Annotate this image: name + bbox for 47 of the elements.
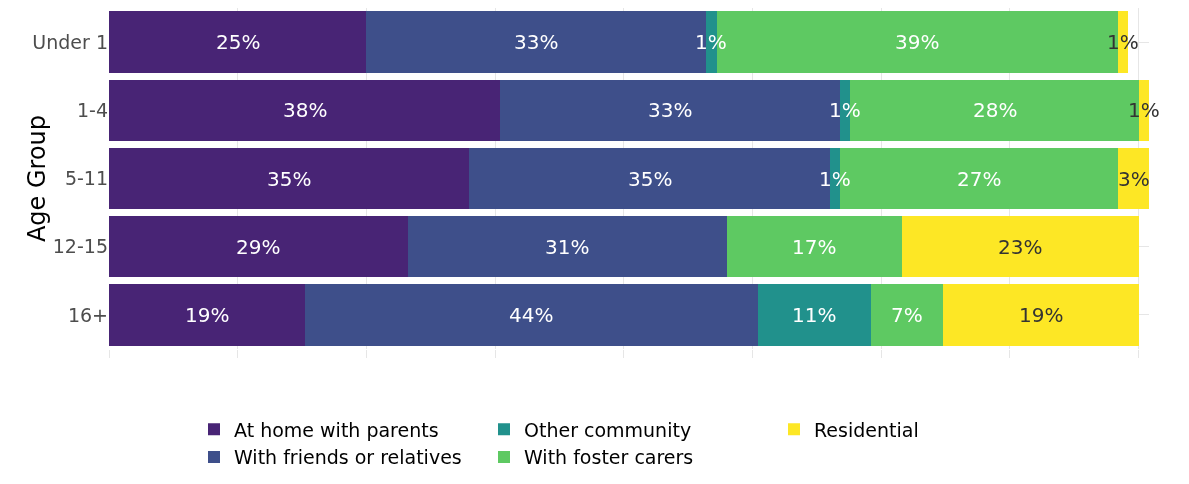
data-label: 17% — [792, 235, 837, 259]
y-tick-label: Under 1 — [32, 30, 108, 53]
data-label: 1% — [819, 167, 851, 191]
y-tick-label: 5-11 — [64, 167, 108, 190]
legend-label: At home with parents — [234, 418, 439, 441]
data-label: 28% — [973, 98, 1018, 122]
data-label: 1% — [1128, 98, 1160, 122]
data-label: 38% — [283, 98, 328, 122]
bar — [109, 79, 501, 141]
bar — [726, 216, 902, 278]
bar — [407, 216, 727, 278]
bar — [304, 284, 758, 346]
y-axis-title: Age Group — [22, 114, 51, 243]
data-label: 1% — [1107, 30, 1139, 54]
data-label: 19% — [1019, 303, 1064, 327]
bar — [109, 216, 408, 278]
legend-label: Other community — [524, 418, 692, 441]
data-label: 35% — [628, 167, 673, 191]
data-label: 27% — [957, 167, 1002, 191]
bar — [757, 284, 871, 346]
data-label: 35% — [267, 167, 312, 191]
data-label: 3% — [1118, 167, 1150, 191]
data-label: 33% — [514, 30, 559, 54]
legend-label: With foster carers — [524, 446, 694, 469]
y-tick-label: 12-15 — [52, 235, 108, 258]
bar — [109, 284, 305, 346]
data-label: 44% — [509, 303, 554, 327]
legend-label: Residential — [814, 418, 919, 441]
bar — [901, 216, 1139, 278]
y-tick-label: 16+ — [67, 303, 108, 326]
data-label: 23% — [998, 235, 1043, 259]
bar — [870, 284, 944, 346]
data-label: 31% — [545, 235, 590, 259]
data-label: 25% — [216, 30, 261, 54]
data-label: 1% — [829, 98, 861, 122]
bar — [943, 284, 1139, 346]
legend-label: With friends or relatives — [234, 446, 462, 469]
data-label: 33% — [648, 98, 693, 122]
bar — [109, 11, 367, 73]
data-label: 7% — [891, 303, 923, 327]
data-label: 11% — [792, 303, 837, 327]
data-label: 1% — [695, 30, 727, 54]
bar — [109, 147, 470, 210]
data-label: 19% — [185, 303, 230, 327]
data-label: 29% — [236, 235, 281, 259]
data-label: 39% — [895, 30, 940, 54]
y-tick-label: 1-4 — [76, 98, 108, 121]
